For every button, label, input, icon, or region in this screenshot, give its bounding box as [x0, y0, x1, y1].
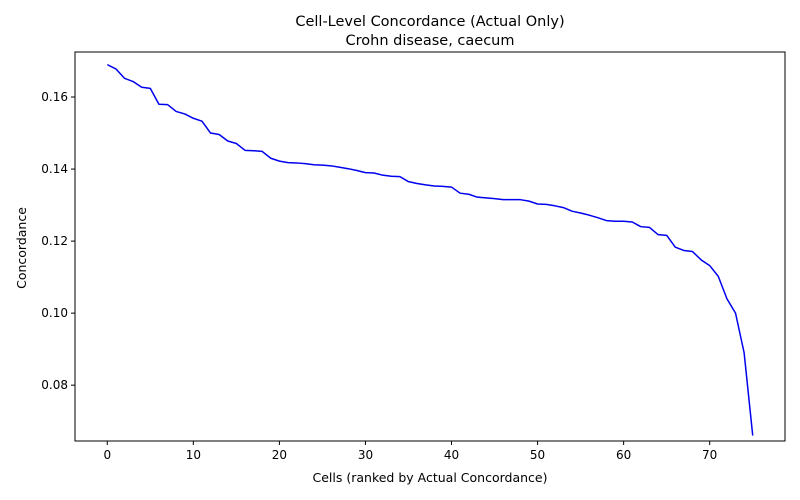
x-tick-label: 10	[186, 448, 201, 462]
chart-subtitle: Crohn disease, caecum	[346, 33, 515, 49]
y-tick-label: 0.12	[41, 234, 68, 248]
series-line	[106, 63, 754, 436]
x-tick-label: 60	[616, 448, 631, 462]
x-tick-label: 70	[702, 448, 717, 462]
x-tick-label: 20	[272, 448, 287, 462]
plot-area: 0 10 20 30 40 50 60 70 0.08 0.10 0.12 0.14 0.16	[41, 51, 786, 462]
y-tick-label: 0.16	[41, 90, 68, 104]
x-tick-label: 40	[444, 448, 459, 462]
x-tick-label: 0	[103, 448, 111, 462]
plot-frame	[74, 51, 786, 442]
chart-title: Cell-Level Concordance (Actual Only)	[295, 14, 564, 30]
y-tick-label: 0.14	[41, 162, 68, 176]
y-tick-label: 0.10	[41, 306, 68, 320]
y-axis-label: Concordance	[14, 207, 29, 289]
x-tick-label: 30	[358, 448, 373, 462]
x-tick-label: 50	[530, 448, 545, 462]
x-axis-label: Cells (ranked by Actual Concordance)	[313, 470, 548, 485]
y-tick-label: 0.08	[41, 378, 68, 392]
